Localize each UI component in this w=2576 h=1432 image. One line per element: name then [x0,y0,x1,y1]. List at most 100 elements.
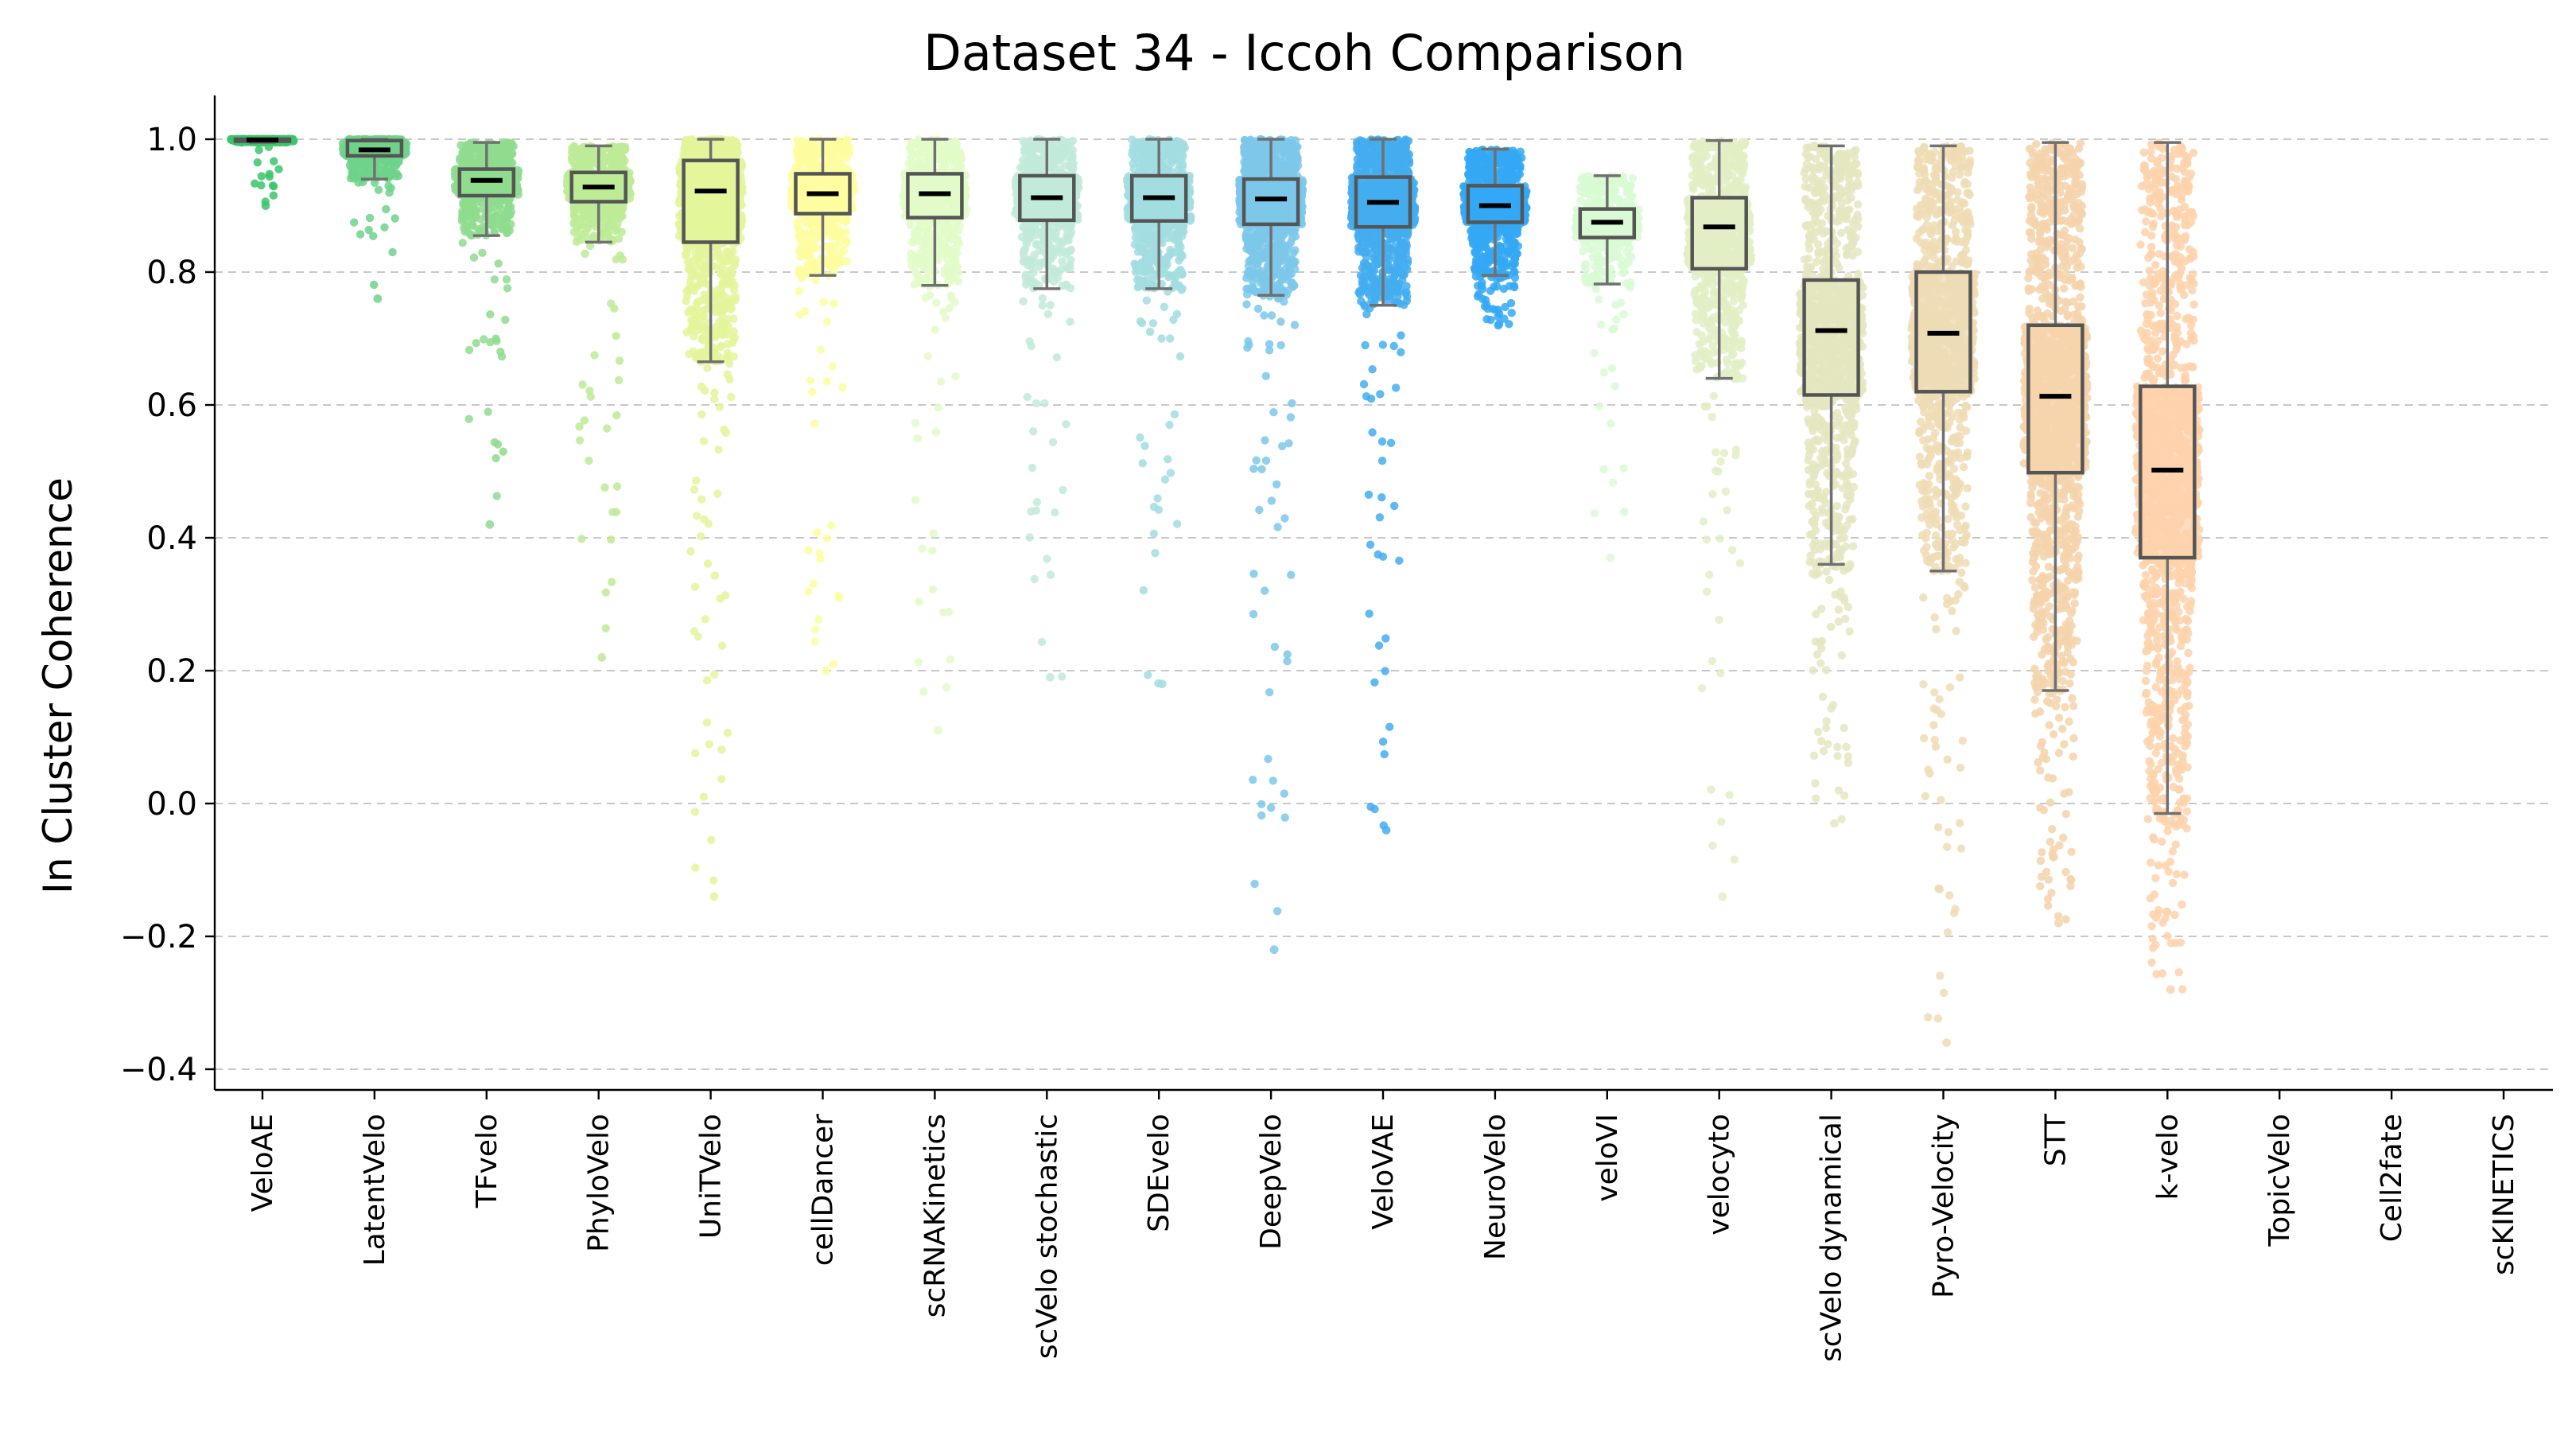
strip-point [257,181,266,190]
strip-point [720,151,729,160]
strip-point [691,863,700,872]
strip-point [604,229,612,238]
strip-point [702,718,712,727]
strip-point [842,237,851,247]
strip-point [804,546,813,555]
strip-point [843,135,853,144]
strip-point [919,687,928,696]
strip-point [727,392,736,402]
strip-point [795,234,804,243]
strip-point [801,307,810,316]
strip-point [810,637,820,646]
strip-point [691,749,700,757]
strip-point [822,534,832,543]
strip-point [498,224,507,234]
strip-point [514,190,523,199]
strip-point [464,345,474,355]
strip-point [937,377,946,386]
strip-point [601,624,610,632]
strip-point [500,212,509,220]
strip-point [795,137,805,146]
strip-point [942,683,951,692]
strip-point [939,163,948,172]
strip-point [696,278,705,286]
strip-point [459,158,468,167]
strip-point [837,216,846,225]
strip-point [928,585,938,594]
strip-point [388,247,397,257]
strip-point [257,172,266,181]
strip-point [721,428,731,438]
strip-point [615,214,624,224]
strip-point [612,411,621,420]
strip-point [697,532,705,541]
strip-point [499,447,507,456]
strip-point [502,275,511,284]
strip-point [470,208,480,216]
strip-point [692,477,701,485]
strip-point [366,171,375,180]
strip-point [364,225,373,235]
strip-point [607,535,616,544]
strip-point [701,386,709,395]
strip-point [587,149,596,158]
strip-point [377,170,387,179]
strip-point [913,434,923,443]
strip-point [806,376,815,385]
strip-point [713,489,722,498]
strip-point [791,162,800,171]
strip-point [946,656,955,664]
strip-point [724,247,733,256]
strip-point [810,625,819,634]
strip-series [227,134,298,210]
strip-point [694,141,703,150]
strip-point [370,280,379,290]
strip-point [701,269,710,278]
y-axis-label: In Cluster Coherence [35,477,81,894]
strip-point [501,315,510,325]
strip-point [491,453,500,463]
strip-point [793,218,802,227]
strip-point [795,286,803,296]
strip-point [508,150,517,158]
strip-point-min [485,519,495,529]
strip-point [910,251,919,260]
strip-point [717,745,726,754]
strip-point [710,571,720,580]
strip-point [1025,533,1034,542]
strip-point [1029,427,1038,436]
strip-point [473,145,482,154]
strip-point [1043,309,1053,318]
strip-point [834,593,844,602]
strip-point [608,153,617,161]
strip-point [490,151,499,160]
strip-point [573,223,582,232]
strip-point [693,305,701,313]
strip-point [833,255,841,263]
strip-point [727,303,736,313]
strip-point [612,255,620,264]
strip-point-min [822,666,830,675]
strip-point [914,275,923,284]
strip-point [915,150,923,158]
strip-point [509,142,518,151]
strip-point [356,230,365,239]
strip-point [711,308,720,317]
strip-point [684,265,693,274]
strip-point [719,305,728,315]
strip-point [503,284,512,293]
strip-point [589,231,598,240]
strip-point [684,308,693,317]
strip-point [370,178,379,187]
strip-point [838,383,847,392]
strip-point [717,775,726,784]
strip-point [811,275,820,285]
strip-point [939,608,948,617]
strip-point [911,235,919,244]
strip-point [575,436,585,445]
strip-point [910,139,919,148]
strip-point [1032,240,1041,249]
strip-point [478,248,487,257]
strip-point [1040,399,1049,408]
